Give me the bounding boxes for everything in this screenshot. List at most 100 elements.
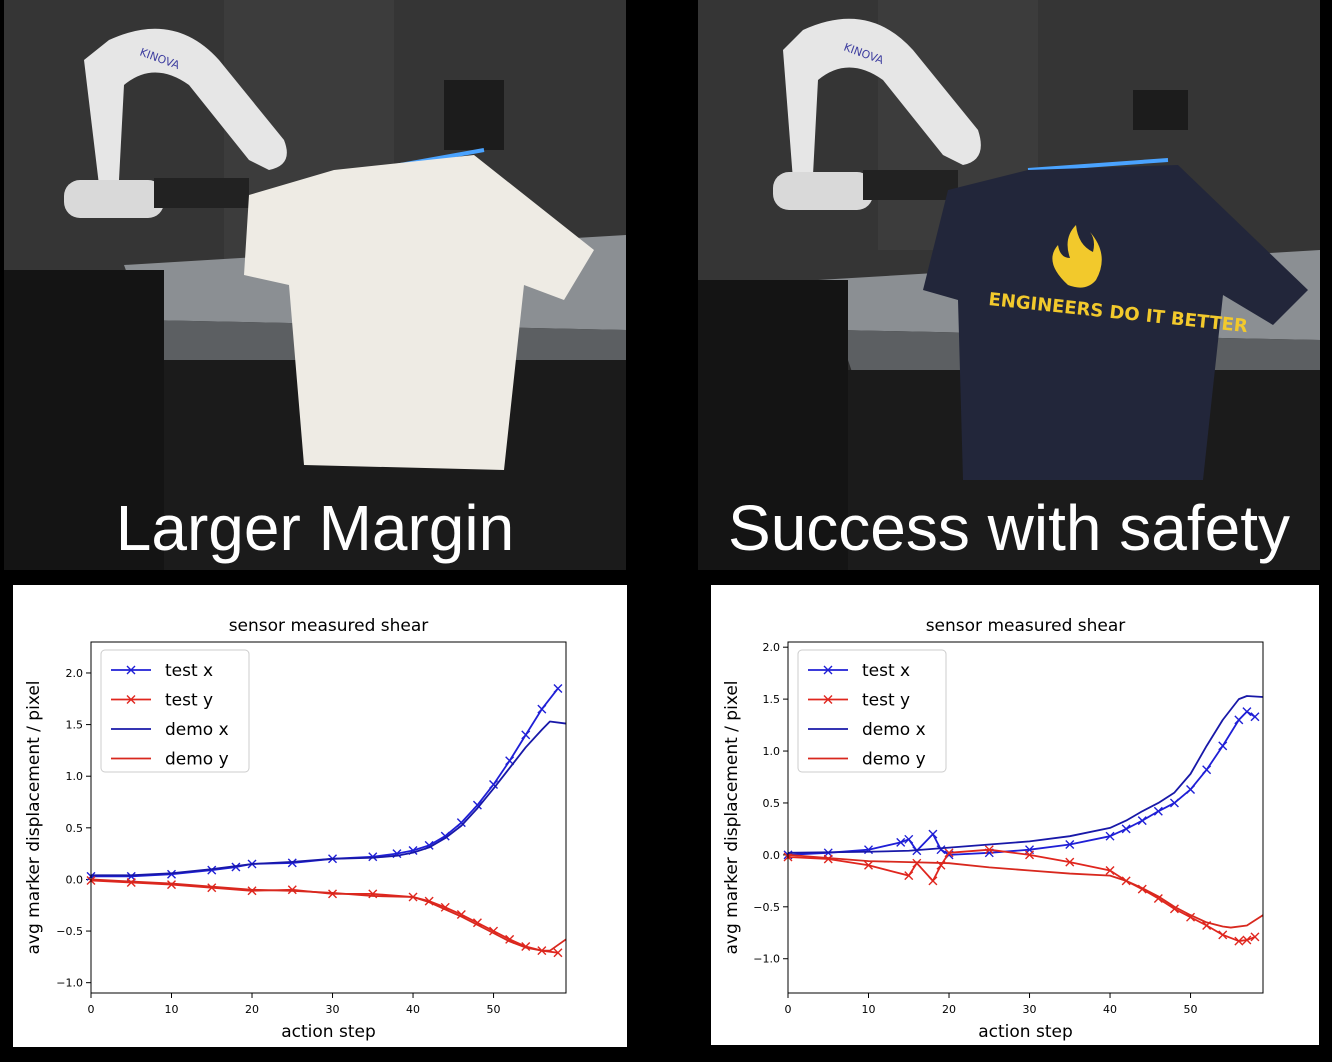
robot-photo-right: KINOVA ENGINEERS DO IT BETTER (698, 0, 1320, 570)
photo-panel-right: KINOVA ENGINEERS DO IT BETTER Success wi… (698, 0, 1320, 570)
legend-label: test x (165, 661, 213, 681)
chart-panel-right: sensor measured shear action step avg mark… (711, 585, 1319, 1045)
data-point-marker (489, 779, 499, 789)
data-point-marker (1025, 850, 1035, 860)
photo-panel-left: KINOVA Larger Margin (4, 0, 626, 570)
panel-caption-left: Larger Margin (115, 492, 515, 564)
data-point-marker (1202, 765, 1212, 775)
data-point-marker (904, 834, 914, 844)
legend-marker (126, 695, 136, 704)
x-tick-label: 50 (1184, 1003, 1198, 1016)
legend-label: demo x (862, 720, 926, 740)
shirt-right (923, 165, 1308, 480)
series-line-test-x (91, 687, 559, 878)
data-point-marker (207, 883, 217, 893)
x-tick-label: 40 (1103, 1003, 1117, 1016)
y-tick-label: 2.0 (763, 641, 781, 654)
series-line-demo-x (787, 695, 1264, 854)
series-line-test-y (90, 879, 559, 954)
chart-title: sensor measured shear (926, 616, 1126, 636)
x-axis-label: action step (978, 1022, 1073, 1042)
x-tick-label: 10 (165, 1003, 179, 1016)
data-point-marker (928, 876, 938, 886)
legend-label: test y (862, 691, 910, 711)
data-point-marker (537, 704, 547, 714)
y-tick-label: 1.5 (66, 719, 84, 732)
panel-caption-right: Success with safety (728, 492, 1290, 564)
y-tick-label: −1.0 (56, 977, 83, 990)
data-point-marker (521, 730, 531, 740)
series-line-demo-y (90, 878, 567, 952)
legend-marker (823, 695, 833, 704)
chart-title: sensor measured shear (229, 616, 429, 636)
data-point-marker (207, 865, 217, 875)
data-point-marker (1105, 831, 1115, 841)
data-point-marker (1242, 707, 1252, 717)
y-tick-label: 1.5 (763, 693, 781, 706)
legend-marker (823, 665, 833, 675)
plot-frame (90, 641, 567, 994)
legend-marker (126, 665, 136, 675)
y-tick-label: −1.0 (753, 953, 780, 966)
data-point-marker (1105, 865, 1115, 875)
data-point-marker (928, 829, 938, 839)
data-point-marker (521, 942, 531, 952)
x-tick-label: 10 (862, 1003, 876, 1016)
data-point-marker (1065, 857, 1075, 867)
legend-label: test x (862, 661, 910, 681)
data-point-marker (1218, 930, 1228, 940)
data-point-marker (896, 837, 906, 847)
data-point-marker (368, 852, 378, 862)
y-tick-label: 0.5 (763, 797, 781, 810)
plot-frame (787, 641, 1264, 994)
data-point-marker (328, 889, 338, 899)
series-line-test-y (787, 848, 1256, 942)
y-tick-label: −0.5 (56, 925, 83, 938)
x-tick-label: 50 (487, 1003, 501, 1016)
robot-photo-left: KINOVA (4, 0, 626, 570)
x-tick-label: 20 (942, 1003, 956, 1016)
legend-label: test y (165, 691, 213, 711)
data-point-marker (1218, 741, 1228, 751)
data-point-marker (472, 800, 482, 810)
shirt-left (244, 155, 594, 470)
data-point-marker (1242, 935, 1252, 945)
data-point-marker (287, 858, 297, 868)
y-tick-label: 0.0 (66, 873, 84, 886)
data-point-marker (984, 845, 994, 855)
y-tick-label: 1.0 (763, 745, 781, 758)
data-point-marker (553, 683, 563, 693)
y-tick-label: 0.0 (763, 849, 781, 862)
chart-left: sensor measured shear action step avg mark… (24, 616, 567, 1042)
y-axis-label: avg marker displacement / pixel (722, 680, 742, 954)
y-axis-label: avg marker displacement / pixel (24, 680, 44, 954)
data-point-marker (287, 885, 297, 895)
data-point-marker (126, 878, 136, 888)
data-point-marker (936, 845, 946, 855)
data-point-marker (1250, 932, 1260, 942)
data-point-marker (944, 848, 954, 858)
data-point-marker (1234, 715, 1244, 725)
data-point-marker (456, 818, 466, 828)
data-point-marker (1234, 936, 1244, 946)
legend-box (797, 649, 947, 773)
x-tick-label: 40 (406, 1003, 420, 1016)
y-tick-label: 2.0 (66, 667, 84, 680)
data-point-marker (904, 871, 914, 881)
legend-label: demo x (165, 720, 229, 740)
data-point-marker (864, 860, 874, 870)
series-line-demo-y (787, 853, 1264, 929)
legend-label: demo y (862, 750, 926, 770)
series-line-demo-x (91, 720, 567, 877)
data-point-marker (823, 854, 833, 864)
data-point-marker (1186, 784, 1196, 794)
data-point-marker (1169, 798, 1179, 808)
legend-label: demo y (165, 750, 229, 770)
data-point-marker (1153, 806, 1163, 816)
flame-graphic (1052, 225, 1102, 288)
data-point-marker (167, 880, 177, 890)
y-tick-label: −0.5 (753, 901, 780, 914)
data-point-marker (1065, 840, 1075, 849)
x-axis-label: action step (281, 1022, 376, 1042)
x-tick-label: 30 (1023, 1003, 1037, 1016)
